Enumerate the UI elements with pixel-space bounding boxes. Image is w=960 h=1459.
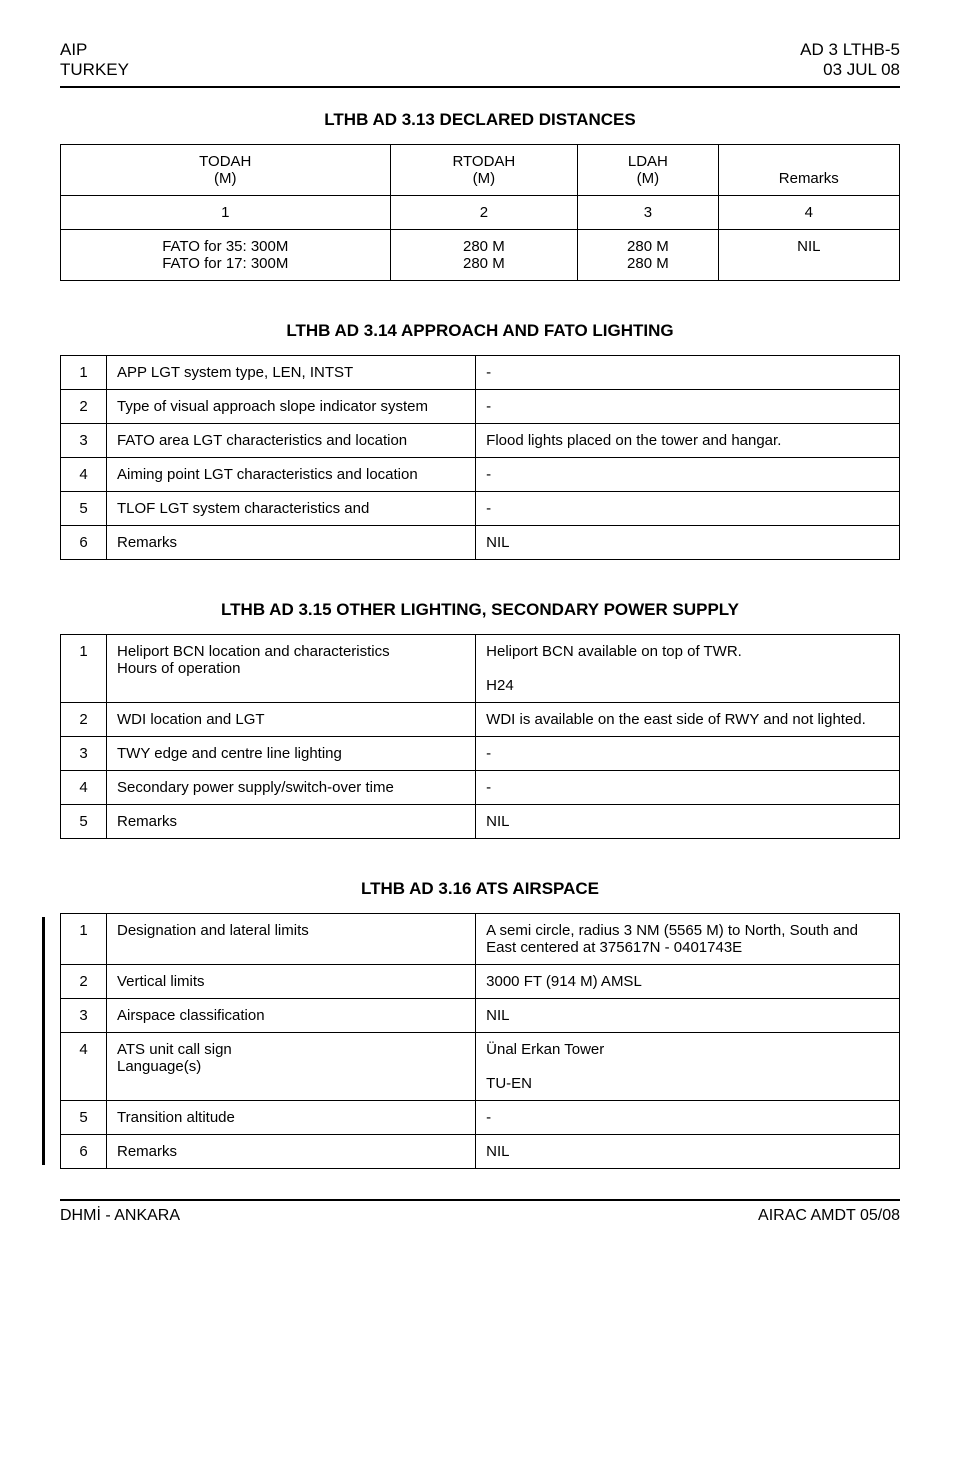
footer-right: AIRAC AMDT 05/08 [758, 1207, 900, 1225]
row-num: 5 [61, 492, 107, 526]
fato-17: FATO for 17: 300M [162, 255, 288, 272]
table-other-lighting: 1Heliport BCN location and characteristi… [60, 634, 900, 839]
row-label: Secondary power supply/switch-over time [107, 771, 476, 805]
row-label: TLOF LGT system characteristics and [107, 492, 476, 526]
row-label: Transition altitude [107, 1101, 476, 1135]
row-value: - [476, 492, 900, 526]
row-value: WDI is available on the east side of RWY… [476, 703, 900, 737]
row-value: - [476, 458, 900, 492]
table-declared-distances: TODAH(M) RTODAH(M) LDAH(M) Remarks 1 2 3… [60, 144, 900, 281]
fato-35: FATO for 35: 300M [162, 238, 288, 255]
row-num: 4 [61, 771, 107, 805]
row-num: 4 [61, 1033, 107, 1101]
section-title-3-13: LTHB AD 3.13 DECLARED DISTANCES [60, 110, 900, 130]
row-num: 2 [61, 965, 107, 999]
row-label: ATS unit call signLanguage(s) [107, 1033, 476, 1101]
th-remarks: Remarks [779, 170, 839, 187]
colnum: 4 [718, 196, 899, 230]
row-num: 5 [61, 1101, 107, 1135]
table-ats-airspace: 1Designation and lateral limitsA semi ci… [60, 913, 900, 1169]
row-value: - [476, 356, 900, 390]
row-value: NIL [476, 526, 900, 560]
row-label: Remarks [107, 526, 476, 560]
row-num: 3 [61, 737, 107, 771]
table-approach-lighting: 1APP LGT system type, LEN, INTST-2Type o… [60, 355, 900, 560]
row-label: Designation and lateral limits [107, 914, 476, 965]
row-num: 3 [61, 424, 107, 458]
section-title-3-15: LTHB AD 3.15 OTHER LIGHTING, SECONDARY P… [60, 600, 900, 620]
row-num: 6 [61, 526, 107, 560]
row-num: 5 [61, 805, 107, 839]
row-label: Remarks [107, 1135, 476, 1169]
page-header: AIP TURKEY AD 3 LTHB-5 03 JUL 08 [60, 40, 900, 80]
row-value: Flood lights placed on the tower and han… [476, 424, 900, 458]
row-num: 6 [61, 1135, 107, 1169]
row-label: Airspace classification [107, 999, 476, 1033]
row-value: NIL [476, 999, 900, 1033]
header-aip: AIP [60, 40, 129, 60]
colnum: 3 [578, 196, 718, 230]
section-title-3-16: LTHB AD 3.16 ATS AIRSPACE [60, 879, 900, 899]
row-value: Heliport BCN available on top of TWR.H24 [476, 635, 900, 703]
row-value: NIL [476, 805, 900, 839]
header-country: TURKEY [60, 60, 129, 80]
row-value: - [476, 1101, 900, 1135]
header-doc-id: AD 3 LTHB-5 [800, 40, 900, 60]
change-bar [42, 917, 45, 1165]
th-todah: TODAH [199, 153, 251, 170]
row-label: Aiming point LGT characteristics and loc… [107, 458, 476, 492]
header-date: 03 JUL 08 [800, 60, 900, 80]
footer-rule [60, 1199, 900, 1201]
row-num: 1 [61, 356, 107, 390]
page-footer: DHMİ - ANKARA AIRAC AMDT 05/08 [60, 1207, 900, 1225]
row-value: NIL [476, 1135, 900, 1169]
th-ldah: LDAH [628, 153, 668, 170]
row-num: 2 [61, 703, 107, 737]
row-label: Type of visual approach slope indicator … [107, 390, 476, 424]
row-label: Heliport BCN location and characteristic… [107, 635, 476, 703]
row-label: Remarks [107, 805, 476, 839]
row-label: FATO area LGT characteristics and locati… [107, 424, 476, 458]
row-num: 1 [61, 635, 107, 703]
colnum: 1 [61, 196, 391, 230]
row-num: 4 [61, 458, 107, 492]
row-label: WDI location and LGT [107, 703, 476, 737]
row-value: A semi circle, radius 3 NM (5565 M) to N… [476, 914, 900, 965]
row-value: - [476, 737, 900, 771]
th-rtodah: RTODAH [452, 153, 515, 170]
row-value: - [476, 390, 900, 424]
colnum: 2 [390, 196, 578, 230]
remarks-nil: NIL [718, 230, 899, 281]
row-value: - [476, 771, 900, 805]
row-label: APP LGT system type, LEN, INTST [107, 356, 476, 390]
row-num: 3 [61, 999, 107, 1033]
row-value: 3000 FT (914 M) AMSL [476, 965, 900, 999]
row-value: Ünal Erkan TowerTU-EN [476, 1033, 900, 1101]
row-label: TWY edge and centre line lighting [107, 737, 476, 771]
header-rule [60, 86, 900, 88]
section-title-3-14: LTHB AD 3.14 APPROACH AND FATO LIGHTING [60, 321, 900, 341]
row-num: 1 [61, 914, 107, 965]
row-num: 2 [61, 390, 107, 424]
footer-left: DHMİ - ANKARA [60, 1207, 180, 1225]
row-label: Vertical limits [107, 965, 476, 999]
